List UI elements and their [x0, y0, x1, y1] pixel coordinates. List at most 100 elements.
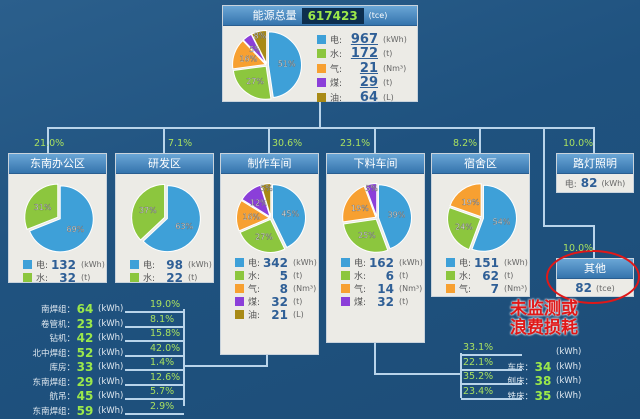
sub-item[interactable]: 车床：34 (kWh) — [498, 360, 581, 375]
legend-swatch — [23, 260, 32, 269]
sub-item[interactable]: 铣床：35 (kWh) — [498, 389, 581, 404]
sub-item-share: 19.0% — [150, 299, 181, 310]
area-pie: 39% 25% 19% 5% — [342, 183, 412, 253]
sub-item-label: 北中焊组： — [32, 348, 75, 359]
legend-value: 8 — [279, 281, 288, 296]
legend-unit: (t) — [504, 271, 514, 280]
pie-slice — [239, 218, 286, 253]
area-panel-cutting[interactable]: 下料车间 39% 25% 19% 5% 电: 162 (kWh) 水: 6 (t) 气: 14 (Nm… — [326, 153, 425, 343]
highlight-ellipse — [546, 250, 640, 304]
legend-unit: (kWh) — [399, 258, 423, 267]
connector — [268, 127, 270, 153]
legend-unit: (t) — [81, 273, 91, 282]
area-panel-street-lighting[interactable]: 路灯照明 电: 82 (kWh) — [556, 153, 634, 193]
sub-item-value: 64 — [76, 302, 94, 317]
sub-item-label: 铣床： — [498, 390, 533, 402]
pie-slice-label: 54% — [493, 218, 511, 227]
legend-swatch — [130, 273, 139, 282]
area-panel-fabrication[interactable]: 制作车间 45% 27% 16% 12% 5% 电: 342 (kWh) 水: 5 (t) 气: 8 (… — [220, 153, 319, 355]
legend-swatch — [446, 258, 455, 267]
connector — [125, 398, 184, 400]
sub-item-label: 东南焊组： — [32, 377, 75, 388]
legend-label: 水: — [143, 274, 156, 284]
legend-swatch — [317, 63, 326, 73]
area-legend: 电: 132 (kWh) 水: 32 (t) — [23, 258, 105, 285]
legend-swatch — [235, 271, 244, 280]
legend-unit: (t) — [293, 297, 303, 306]
connector — [183, 309, 185, 406]
legend-row: 气: 21 (Nm³) — [317, 61, 407, 76]
sub-item[interactable]: 刨床：38 (kWh) — [498, 374, 581, 389]
sub-item[interactable]: 东南焊组： 59 (kWh) — [5, 404, 123, 419]
sub-item[interactable]: 北中焊组： 52 (kWh) — [5, 346, 123, 361]
legend-value: 22 — [166, 270, 183, 285]
sub-item[interactable]: 钻机： 42 (kWh) — [5, 331, 123, 346]
legend-row: 电: 98 (kWh) — [130, 258, 212, 272]
sub-item[interactable]: 东南焊组： 29 (kWh) — [5, 375, 123, 390]
legend-value: 32 — [377, 294, 394, 309]
pie-slice-label: 5% — [260, 184, 273, 193]
connector — [125, 412, 184, 415]
sub-item-unit: (kWh) — [98, 362, 124, 373]
area-panel-dormitory[interactable]: 宿舍区 54% 24% 19% 电: 151 (kWh) 水: 62 (t) 气: 7 (Nm³) — [431, 153, 530, 297]
sub-item[interactable]: (kWh) — [498, 345, 581, 360]
pie-slice-label: 12% — [250, 198, 268, 207]
legend-label: 电: — [36, 261, 49, 271]
total-pie: 51% 27% 16%5% 8% — [232, 30, 302, 100]
sub-item[interactable]: 卷管机： 23 (kWh) — [5, 317, 123, 332]
area-title: 研发区 — [116, 154, 213, 174]
pie-slice-label: 19% — [351, 204, 369, 213]
legend-value: 32 — [59, 270, 76, 285]
sub-item[interactable]: 库房： 33 (kWh) — [5, 360, 123, 375]
share-label: 7.1% — [168, 138, 193, 149]
connector — [479, 127, 481, 153]
legend-value: 5 — [279, 268, 288, 283]
share-label: 10.0% — [563, 243, 594, 254]
legend-label: 水: — [459, 272, 472, 282]
legend-value: 967 — [350, 31, 378, 47]
connector — [543, 225, 595, 227]
connector — [593, 225, 595, 258]
legend-label: 电: — [354, 259, 367, 269]
legend-label: 电: — [459, 259, 472, 269]
connector — [266, 355, 268, 367]
area-legend: 电: 342 (kWh) 水: 5 (t) 气: 8 (Nm³) 煤: 32 (t) 油: 21 (L) — [235, 255, 317, 322]
pie-slice — [377, 184, 412, 250]
pie-slice — [364, 183, 378, 217]
sub-item-value: 52 — [76, 345, 94, 360]
sub-item-value: 35 — [534, 388, 552, 403]
sub-item[interactable]: 南焊组： 64 (kWh) — [5, 302, 123, 317]
area-panel-southeast-office[interactable]: 东南办公区 69% 31% 电: 132 (kWh) 水: 32 (t) — [8, 153, 107, 285]
legend-row: 气: 8 (Nm³) — [235, 281, 317, 296]
area-legend: 电: 162 (kWh) 水: 6 (t) 气: 14 (Nm³) 煤: 32 (t) — [341, 256, 423, 309]
legend-swatch — [317, 78, 326, 88]
area-panel-rd[interactable]: 研发区 63% 37% 电: 98 (kWh) 水: 22 (t) — [115, 153, 214, 285]
area-legend: 电: 151 (kWh) 水: 62 (t) 气: 7 (Nm³) — [446, 256, 528, 296]
annotation: 未监测或 浪费损耗 — [510, 300, 578, 338]
share-label: 30.6% — [272, 138, 303, 149]
legend-label: 油: — [330, 93, 343, 104]
area-title: 东南办公区 — [9, 154, 106, 174]
sub-item-share: 22.1% — [463, 356, 494, 368]
sub-item-value: 42 — [76, 331, 94, 346]
share-label: 23.1% — [340, 138, 371, 149]
legend-label: 煤: — [248, 298, 261, 308]
sub-item-share: 15.8% — [150, 328, 181, 339]
area-legend: 电: 98 (kWh) 水: 22 (t) — [130, 258, 212, 285]
legend-value: 342 — [262, 255, 288, 270]
sub-item-value: 23 — [76, 316, 94, 331]
sub-item[interactable]: 航吊： 45 (kWh) — [5, 389, 123, 404]
connector — [319, 102, 321, 128]
area-pie: 69% 31% — [24, 183, 94, 253]
pie-slice-label: 16% — [239, 54, 257, 63]
total-unit: (tce) — [368, 10, 388, 20]
legend-swatch — [23, 273, 32, 282]
pie-slice — [260, 183, 272, 217]
legend-unit: (kWh) — [293, 258, 317, 267]
sub-item-unit: (kWh) — [556, 347, 582, 358]
total-header: 能源总量 617423 (tce) — [223, 6, 417, 26]
pie-slice-label: 27% — [246, 77, 264, 86]
legend-swatch — [130, 260, 139, 269]
pie-slice — [343, 218, 389, 253]
legend-swatch — [317, 34, 326, 44]
